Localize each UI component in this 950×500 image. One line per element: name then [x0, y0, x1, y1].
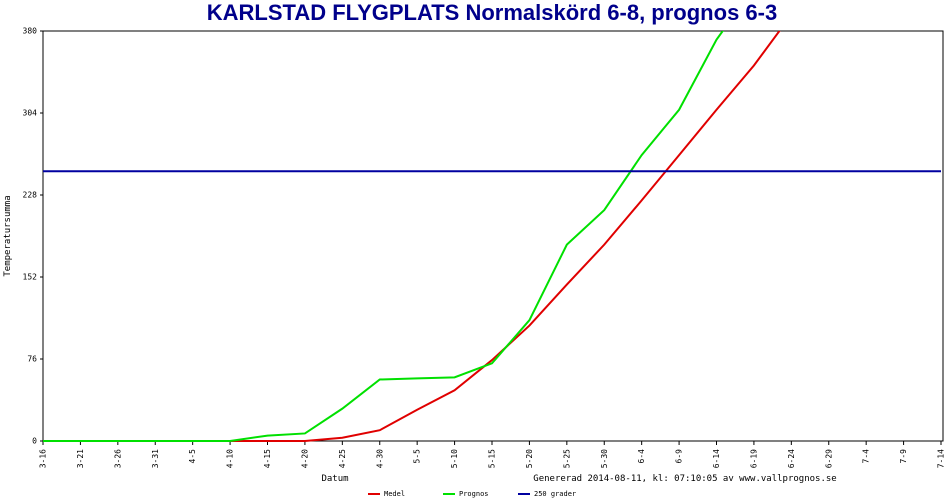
- footer: Genererad 2014-08-11, kl: 07:10:05 av ww…: [533, 474, 836, 484]
- y-axis-label: Temperatursumma: [3, 195, 13, 276]
- series-line: [43, 31, 724, 442]
- x-tick-label: 7-4: [862, 449, 871, 464]
- x-tick-label: 6-14: [712, 449, 721, 468]
- y-tick-label: 152: [23, 273, 38, 282]
- x-tick-label: 6-29: [824, 449, 833, 468]
- x-tick-label: 7-9: [899, 449, 908, 464]
- x-tick-label: 4-30: [375, 449, 384, 468]
- x-tick-label: 6-24: [787, 449, 796, 468]
- legend-label: Medel: [384, 490, 405, 498]
- x-tick-label: 5-25: [562, 449, 571, 468]
- x-tick-label: 5-5: [413, 449, 422, 464]
- x-tick-label: 6-9: [675, 449, 684, 464]
- x-tick-label: 4-10: [226, 449, 235, 468]
- x-tick-label: 4-15: [263, 449, 272, 468]
- y-tick-label: 380: [23, 27, 38, 36]
- x-tick-label: 3-31: [151, 449, 160, 468]
- x-tick-label: 6-19: [749, 449, 758, 468]
- x-tick-label: 4-25: [338, 449, 347, 468]
- x-tick-label: 3-16: [39, 449, 48, 468]
- y-tick-label: 0: [32, 437, 37, 446]
- x-tick-label: 5-15: [488, 449, 497, 468]
- x-tick-label: 5-30: [600, 449, 609, 468]
- x-tick-label: 4-5: [188, 449, 197, 464]
- chart-title: KARLSTAD FLYGPLATS Normalskörd 6-8, prog…: [207, 0, 777, 25]
- x-tick-label: 6-4: [637, 449, 646, 464]
- plot-frame: [42, 30, 944, 442]
- x-tick-label: 3-21: [76, 449, 85, 468]
- x-tick-label: 4-20: [300, 449, 309, 468]
- x-tick-label: 5-20: [525, 449, 534, 468]
- y-tick-label: 76: [27, 355, 37, 364]
- x-axis-label: Datum: [321, 474, 348, 484]
- y-tick-label: 228: [23, 191, 38, 200]
- x-tick-label: 5-10: [450, 449, 459, 468]
- series-line: [43, 31, 781, 442]
- legend-label: 250 grader: [534, 490, 576, 498]
- x-tick-label: 7-14: [937, 449, 946, 468]
- x-tick-label: 3-26: [113, 449, 122, 468]
- legend-label: Prognos: [459, 490, 489, 498]
- y-tick-label: 304: [23, 109, 38, 118]
- plot-lines: [43, 31, 941, 442]
